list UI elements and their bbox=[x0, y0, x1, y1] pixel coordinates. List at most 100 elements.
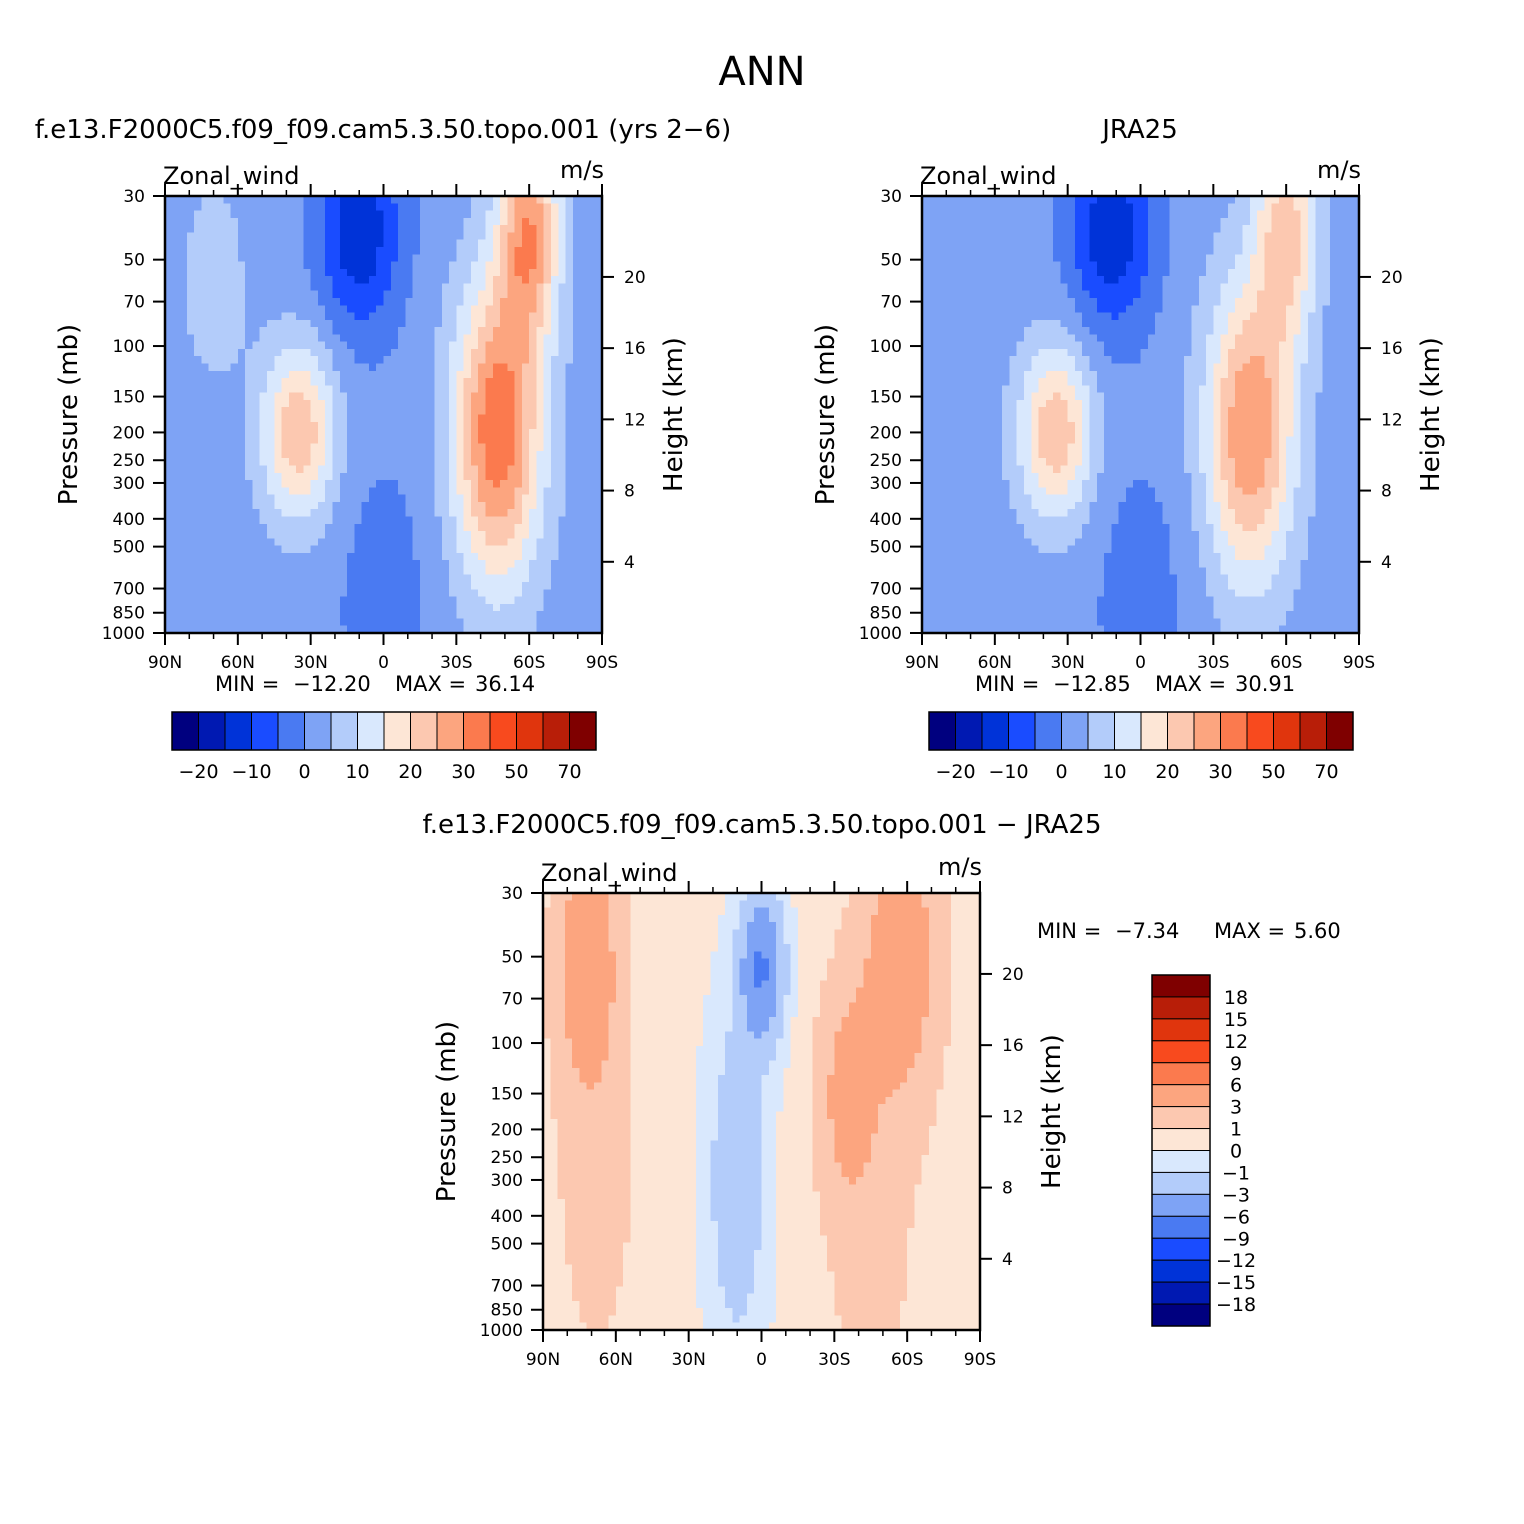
field-cell bbox=[456, 232, 465, 241]
colorbar-label: 70 bbox=[557, 761, 581, 783]
field-cell bbox=[186, 385, 195, 394]
field-cell bbox=[1009, 305, 1018, 314]
field-cell bbox=[587, 480, 596, 488]
field-cell bbox=[259, 268, 268, 277]
field-cell bbox=[201, 261, 210, 270]
field-cell bbox=[281, 589, 290, 598]
field-cell bbox=[419, 596, 428, 605]
field-cell bbox=[1016, 399, 1025, 408]
field-cell bbox=[922, 399, 930, 408]
field-cell bbox=[1060, 232, 1069, 241]
field-cell bbox=[951, 603, 960, 612]
field-cell bbox=[551, 334, 559, 343]
field-cell bbox=[237, 465, 246, 474]
field-cell bbox=[500, 450, 508, 459]
field-cell bbox=[325, 210, 334, 219]
field-cell bbox=[441, 203, 450, 212]
field-cell bbox=[266, 276, 275, 284]
field-cell bbox=[1023, 392, 1032, 401]
field-cell bbox=[572, 327, 581, 335]
field-cell bbox=[463, 276, 472, 284]
field-cell bbox=[332, 196, 341, 204]
field-cell bbox=[215, 196, 224, 204]
field-cell bbox=[485, 334, 494, 343]
field-cell bbox=[215, 531, 224, 539]
field-cell bbox=[376, 217, 385, 226]
field-cell bbox=[529, 531, 538, 539]
field-cell bbox=[470, 268, 479, 277]
field-cell bbox=[296, 276, 304, 284]
field-cell bbox=[441, 414, 450, 423]
field-cell bbox=[172, 385, 181, 394]
field-cell bbox=[398, 516, 406, 525]
field-cell bbox=[274, 618, 283, 627]
field-cell bbox=[1045, 378, 1054, 386]
field-cell bbox=[259, 603, 268, 612]
field-cell bbox=[500, 217, 508, 226]
field-cell bbox=[485, 436, 494, 445]
field-cell bbox=[514, 407, 523, 416]
field-cell bbox=[929, 312, 938, 321]
field-cell bbox=[354, 480, 363, 488]
field-cell bbox=[368, 327, 377, 335]
field-cell bbox=[186, 312, 195, 321]
field-cell bbox=[245, 327, 253, 335]
field-cell bbox=[1009, 509, 1018, 518]
field-cell bbox=[419, 567, 428, 576]
field-cell bbox=[230, 268, 239, 277]
field-cell bbox=[980, 385, 989, 394]
field-cell bbox=[354, 392, 363, 401]
field-cell bbox=[529, 414, 538, 423]
field-cell bbox=[980, 509, 989, 518]
field-cell bbox=[303, 443, 312, 452]
field-cell bbox=[281, 567, 290, 576]
field-cell bbox=[951, 509, 960, 518]
field-cell bbox=[179, 225, 188, 234]
field-cell bbox=[310, 261, 319, 270]
field-cell bbox=[383, 458, 392, 467]
y2-tick-label: 8 bbox=[624, 482, 635, 502]
field-cell bbox=[572, 436, 581, 445]
field-cell bbox=[325, 407, 334, 416]
field-cell bbox=[441, 487, 450, 496]
field-cell bbox=[281, 196, 290, 204]
field-cell bbox=[165, 421, 173, 430]
field-cell bbox=[514, 421, 523, 430]
field-cell bbox=[1016, 567, 1025, 576]
field-cell bbox=[980, 392, 989, 401]
field-cell bbox=[456, 603, 465, 612]
field-cell bbox=[580, 545, 589, 554]
field-cell bbox=[1031, 443, 1040, 452]
field-cell bbox=[936, 246, 945, 255]
field-cell bbox=[558, 327, 567, 335]
field-cell bbox=[266, 596, 275, 605]
field-cell bbox=[368, 552, 377, 561]
field-cell bbox=[500, 480, 508, 488]
field-cell bbox=[332, 399, 341, 408]
field-cell bbox=[303, 450, 312, 459]
field-cell bbox=[580, 458, 589, 467]
field-cell bbox=[543, 261, 552, 270]
field-cell bbox=[245, 494, 253, 503]
field-cell bbox=[972, 465, 981, 474]
field-cell bbox=[478, 560, 487, 569]
field-cell bbox=[1016, 341, 1025, 350]
field-cell bbox=[500, 356, 508, 365]
field-cell bbox=[419, 378, 428, 386]
field-cell bbox=[492, 290, 501, 299]
y-tick-label: 1000 bbox=[102, 624, 145, 644]
field-cell bbox=[354, 305, 363, 314]
field-cell bbox=[980, 567, 989, 576]
field-cell bbox=[1031, 545, 1040, 554]
field-cell bbox=[405, 443, 414, 452]
field-cell bbox=[514, 458, 523, 467]
field-cell bbox=[427, 268, 436, 277]
field-cell bbox=[252, 399, 261, 408]
field-cell bbox=[492, 196, 501, 204]
field-cell bbox=[1002, 472, 1010, 481]
field-cell bbox=[237, 552, 246, 561]
field-cell bbox=[565, 370, 574, 379]
field-cell bbox=[259, 567, 268, 576]
field-cell bbox=[1045, 429, 1054, 437]
field-cell bbox=[1074, 254, 1083, 263]
